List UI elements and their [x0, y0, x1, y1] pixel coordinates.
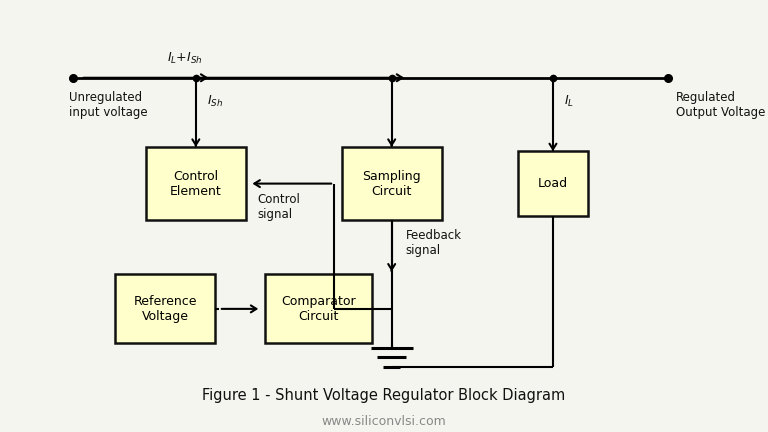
Bar: [146, 147, 246, 220]
Bar: [518, 151, 588, 216]
Text: Unregulated
input voltage: Unregulated input voltage: [69, 91, 147, 119]
Text: Control
signal: Control signal: [257, 194, 300, 221]
Text: $\mathit{I}_{Sh}$: $\mathit{I}_{Sh}$: [207, 94, 223, 109]
Bar: [115, 274, 215, 343]
Text: www.siliconvlsi.com: www.siliconvlsi.com: [322, 415, 446, 428]
Text: Comparator
Circuit: Comparator Circuit: [281, 295, 356, 323]
Text: Control
Element: Control Element: [170, 170, 222, 197]
Text: Figure 1 - Shunt Voltage Regulator Block Diagram: Figure 1 - Shunt Voltage Regulator Block…: [203, 388, 565, 403]
Bar: [342, 147, 442, 220]
Bar: [265, 274, 372, 343]
Text: Feedback
signal: Feedback signal: [406, 229, 462, 257]
Text: $\mathit{I}_L$+$\mathit{I}_{Sh}$: $\mathit{I}_L$+$\mathit{I}_{Sh}$: [167, 51, 202, 66]
Text: Load: Load: [538, 177, 568, 190]
Text: $\mathit{I}_L$: $\mathit{I}_L$: [564, 94, 574, 109]
Text: Sampling
Circuit: Sampling Circuit: [362, 170, 421, 197]
Text: Regulated
Output Voltage: Regulated Output Voltage: [676, 91, 765, 119]
Text: Reference
Voltage: Reference Voltage: [134, 295, 197, 323]
